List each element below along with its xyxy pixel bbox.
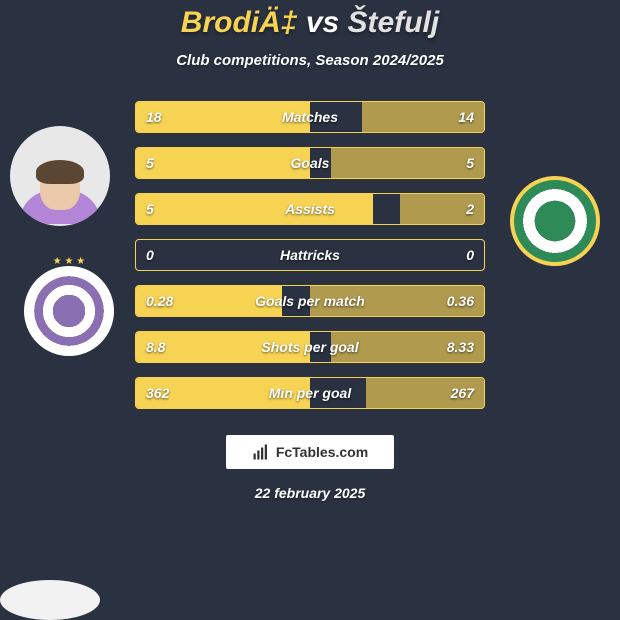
stats-rows: 18Matches145Goals55Assists20Hattricks00.… (135, 101, 485, 409)
stat-value-right: 2 (466, 194, 474, 224)
player2-name: Štefulj (348, 6, 440, 39)
stat-label: Assists (136, 194, 484, 224)
stat-row: 0Hattricks0 (135, 239, 485, 271)
comparison-date: 22 february 2025 (255, 485, 366, 501)
stat-value-right: 5 (466, 148, 474, 178)
player2-avatar (0, 580, 100, 620)
stat-value-right: 8.33 (447, 332, 474, 362)
stat-value-right: 267 (451, 378, 474, 408)
stat-label: Goals per match (136, 286, 484, 316)
stat-value-right: 14 (458, 102, 474, 132)
stat-row: 362Min per goal267 (135, 377, 485, 409)
stat-row: 5Goals5 (135, 147, 485, 179)
stat-label: Goals (136, 148, 484, 178)
stat-label: Min per goal (136, 378, 484, 408)
subtitle: Club competitions, Season 2024/2025 (176, 52, 444, 69)
stat-value-right: 0.36 (447, 286, 474, 316)
branding-tag: FcTables.com (226, 435, 394, 469)
chart-icon (252, 443, 270, 461)
stat-row: 8.8Shots per goal8.33 (135, 331, 485, 363)
branding-text: FcTables.com (276, 444, 368, 460)
stat-label: Matches (136, 102, 484, 132)
player1-avatar (10, 126, 110, 226)
player2-club-badge (510, 176, 600, 266)
comparison-title: BrodiÄ‡ vs Štefulj (181, 6, 439, 40)
player1-club-badge: ★ ★ ★ (24, 266, 114, 356)
badge-stars-icon: ★ ★ ★ (28, 256, 110, 267)
stat-row: 0.28Goals per match0.36 (135, 285, 485, 317)
stat-label: Shots per goal (136, 332, 484, 362)
stat-row: 18Matches14 (135, 101, 485, 133)
player1-name: BrodiÄ‡ (181, 6, 298, 39)
stat-row: 5Assists2 (135, 193, 485, 225)
stat-value-right: 0 (466, 240, 474, 270)
stat-label: Hattricks (136, 240, 484, 270)
vs-text: vs (306, 6, 339, 39)
